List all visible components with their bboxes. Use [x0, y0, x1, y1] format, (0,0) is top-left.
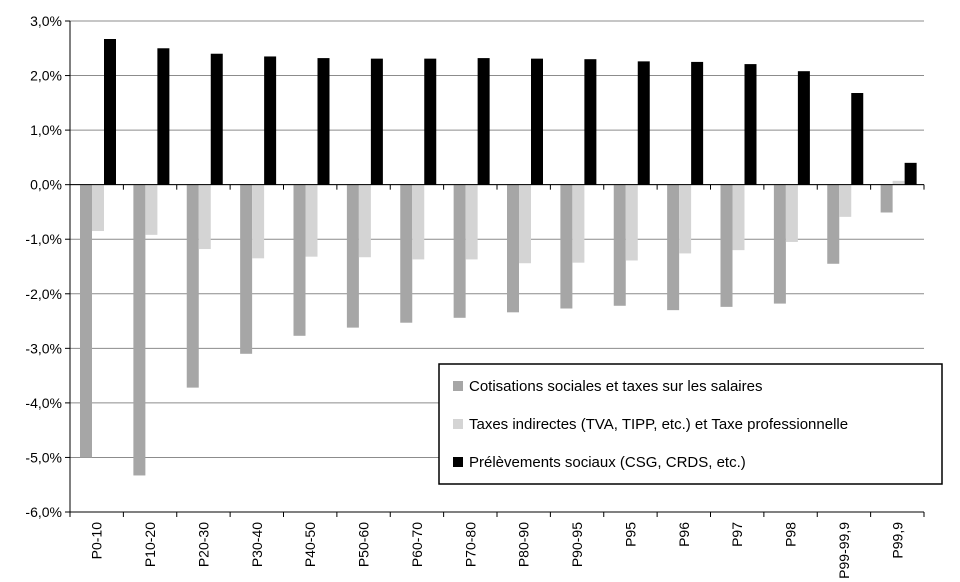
- x-tick-label: P60-70: [409, 522, 425, 567]
- bar: [240, 184, 253, 354]
- bar: [744, 64, 757, 185]
- bar: [92, 184, 104, 232]
- bar: [477, 58, 490, 185]
- y-tick-labels: 3,0% 2,0% 1,0% 0,0% -1,0% -2,0% -3,0% -4,0% -5,0…: [25, 13, 62, 520]
- bar: [560, 184, 573, 309]
- legend-label: Taxes indirectes (TVA, TIPP, etc.) et Ta…: [469, 416, 848, 433]
- bar: [400, 184, 413, 323]
- bars: [80, 39, 917, 476]
- x-tick-label: P98: [783, 522, 799, 547]
- bar: [293, 184, 306, 336]
- y-tick-label: -1,0%: [25, 231, 62, 247]
- x-tick-label: P96: [676, 522, 692, 547]
- bar: [186, 184, 199, 388]
- legend-swatch: [453, 419, 463, 429]
- bar: [346, 184, 359, 328]
- bar: [145, 184, 158, 235]
- x-tick-label: P90-95: [569, 522, 585, 567]
- x-tick-label: P97: [729, 522, 745, 547]
- bar: [80, 184, 92, 458]
- x-tick-label: P0-10: [89, 522, 105, 560]
- bar: [531, 58, 543, 185]
- bar: [625, 184, 638, 261]
- bar: [827, 184, 840, 264]
- x-tick-label: P10-20: [142, 522, 158, 567]
- y-tick-label: -6,0%: [25, 504, 62, 520]
- bar: [412, 184, 425, 260]
- axes: [65, 20, 925, 517]
- bar: [667, 184, 680, 311]
- bar: [572, 184, 585, 263]
- bar: [370, 58, 383, 185]
- bar: [720, 184, 733, 307]
- bar: [773, 184, 786, 304]
- bar: [785, 184, 798, 242]
- y-tick-label: -3,0%: [25, 340, 62, 356]
- y-tick-label: 1,0%: [30, 122, 62, 138]
- legend-swatch: [453, 381, 463, 391]
- bar: [133, 184, 146, 476]
- bar: [839, 184, 852, 217]
- y-tick-label: 3,0%: [30, 13, 62, 29]
- y-tick-label: 0,0%: [30, 177, 62, 193]
- legend-box: [438, 363, 943, 485]
- bar: [465, 184, 478, 260]
- x-tick-label: P40-50: [302, 522, 318, 567]
- x-tick-label: P80-90: [516, 522, 532, 567]
- x-tick-label: P99,9: [889, 522, 905, 559]
- bar: [519, 184, 531, 264]
- bar: [851, 93, 864, 185]
- bar: [691, 61, 704, 185]
- y-tick-label: -2,0%: [25, 286, 62, 302]
- bar: [305, 184, 318, 257]
- bar: [584, 59, 597, 185]
- legend-swatch: [453, 457, 463, 467]
- bar: [424, 58, 437, 185]
- x-tick-label: P70-80: [462, 522, 478, 567]
- x-tick-labels: P0-10 P10-20 P20-30 P30-40 P40-50 P50-60 P60-7…: [89, 522, 906, 579]
- legend: Cotisations sociales et taxes sur les sa…: [438, 363, 943, 485]
- bar: [613, 184, 626, 306]
- bar: [797, 71, 810, 185]
- x-tick-label: P95: [622, 522, 638, 547]
- bar: [358, 184, 371, 258]
- y-tick-label: -4,0%: [25, 395, 62, 411]
- bar: [198, 184, 211, 250]
- bar: [892, 180, 905, 185]
- bar: [104, 39, 116, 185]
- x-tick-label: P30-40: [249, 522, 265, 567]
- bar: [732, 184, 745, 251]
- bar: [317, 58, 330, 185]
- y-tick-label: -5,0%: [25, 449, 62, 465]
- bar: [264, 56, 277, 185]
- bar: [507, 184, 519, 313]
- bar: [157, 48, 170, 185]
- legend-label: Cotisations sociales et taxes sur les sa…: [469, 378, 762, 395]
- x-tick-label: P50-60: [356, 522, 372, 567]
- x-tick-label: P20-30: [195, 522, 211, 567]
- bar: [210, 53, 223, 185]
- bar: [637, 61, 650, 185]
- x-tick-label: P99-99,9: [836, 522, 852, 579]
- bar: [453, 184, 466, 318]
- bar: [252, 184, 265, 259]
- y-tick-label: 2,0%: [30, 68, 62, 84]
- bar: [904, 162, 917, 185]
- legend-label: Prélèvements sociaux (CSG, CRDS, etc.): [469, 454, 746, 471]
- bar: [679, 184, 692, 254]
- bar: [880, 184, 893, 213]
